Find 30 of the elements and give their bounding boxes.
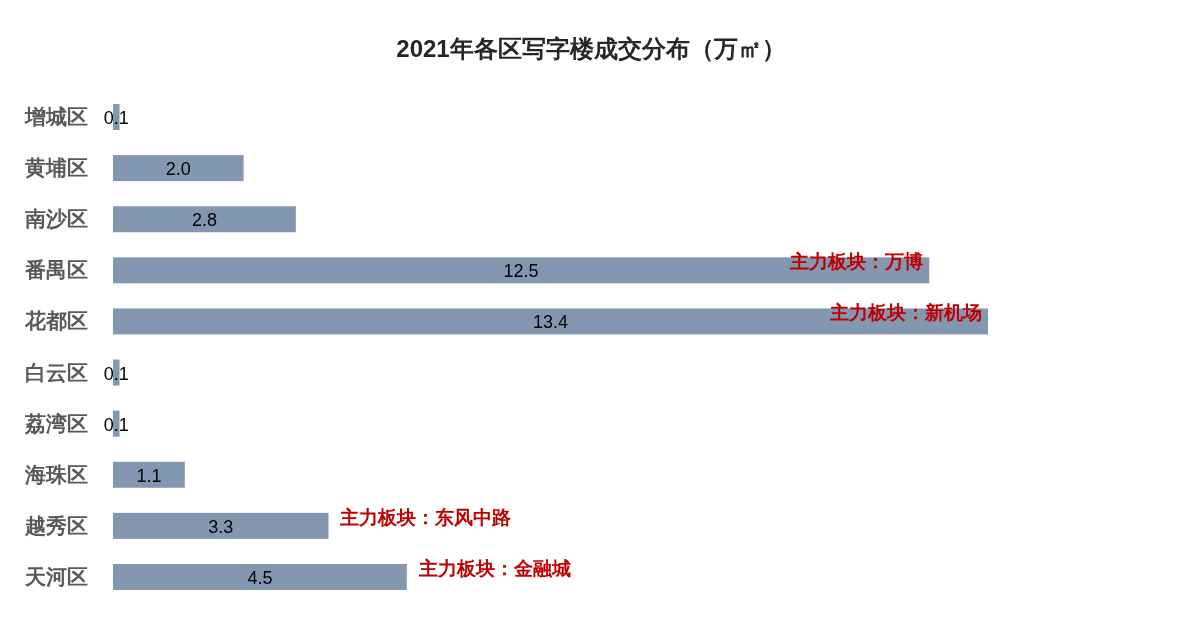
y-tick-label: 海珠区 (24, 462, 88, 486)
data-label: 3.3 (208, 516, 234, 537)
y-tick-label: 荔湾区 (24, 411, 88, 435)
bar (113, 461, 185, 488)
bar (113, 206, 296, 233)
annotation: 主力板块：新机场 (829, 302, 982, 324)
data-label: 0.1 (103, 363, 129, 384)
y-tick-label: 天河区 (24, 565, 88, 588)
data-label: 1.1 (136, 465, 162, 486)
y-tick-label: 黄埔区 (24, 156, 88, 180)
y-tick-label: 增城区 (24, 105, 88, 128)
bar (113, 512, 329, 539)
data-label: 2.8 (191, 210, 217, 231)
data-label: 2.0 (165, 159, 191, 180)
bar (113, 564, 407, 590)
data-label: 0.1 (103, 414, 129, 435)
y-tick-label: 南沙区 (24, 207, 88, 231)
y-tick-label: 白云区 (25, 360, 88, 384)
y-tick-label: 越秀区 (24, 513, 88, 537)
data-label: 4.5 (247, 568, 273, 588)
data-label: 13.4 (532, 312, 569, 333)
data-label: 12.5 (503, 261, 539, 282)
data-label: 0.1 (103, 108, 129, 128)
annotation: 主力板块：万博 (789, 251, 924, 273)
chart-title: 2021年各区写字楼成交分布（万㎡） (396, 35, 786, 62)
y-tick-label: 花都区 (24, 309, 88, 333)
bar (113, 155, 244, 182)
y-tick-label: 番禺区 (24, 258, 88, 282)
annotation: 主力板块：东风中路 (339, 506, 512, 528)
annotation: 主力板块：金融城 (417, 558, 571, 579)
